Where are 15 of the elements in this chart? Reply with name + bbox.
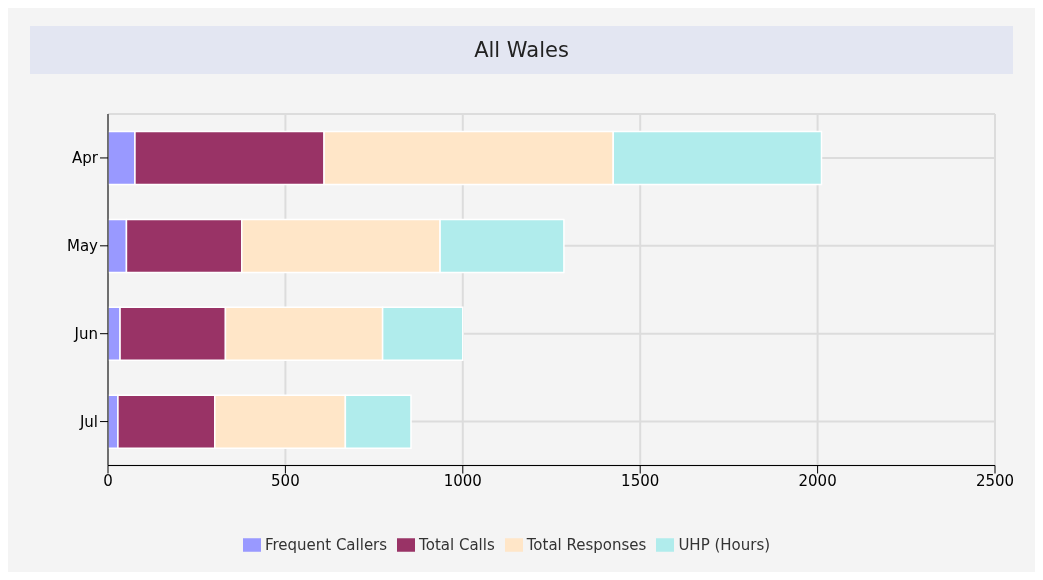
x-tick-label: 1500 (621, 472, 660, 491)
x-tick-label: 0 (103, 472, 113, 491)
y-tick-label: May (66, 237, 99, 256)
legend-label: Total Responses (526, 535, 647, 554)
x-tick-label: 2500 (975, 472, 1015, 491)
y-tick-label: Apr (72, 149, 99, 168)
x-tick-label: 500 (271, 472, 300, 491)
y-tick-label: Jul (78, 412, 98, 431)
legend-label: UHP (Hours) (678, 535, 771, 554)
x-tick-label: 2000 (798, 472, 837, 491)
legend-label: Total Calls (419, 535, 495, 554)
y-tick-label: Jun (73, 325, 98, 344)
legend-label: Frequent Callers (264, 535, 388, 554)
x-tick-label: 1000 (443, 472, 482, 491)
chart-title: All Wales (30, 26, 1013, 74)
